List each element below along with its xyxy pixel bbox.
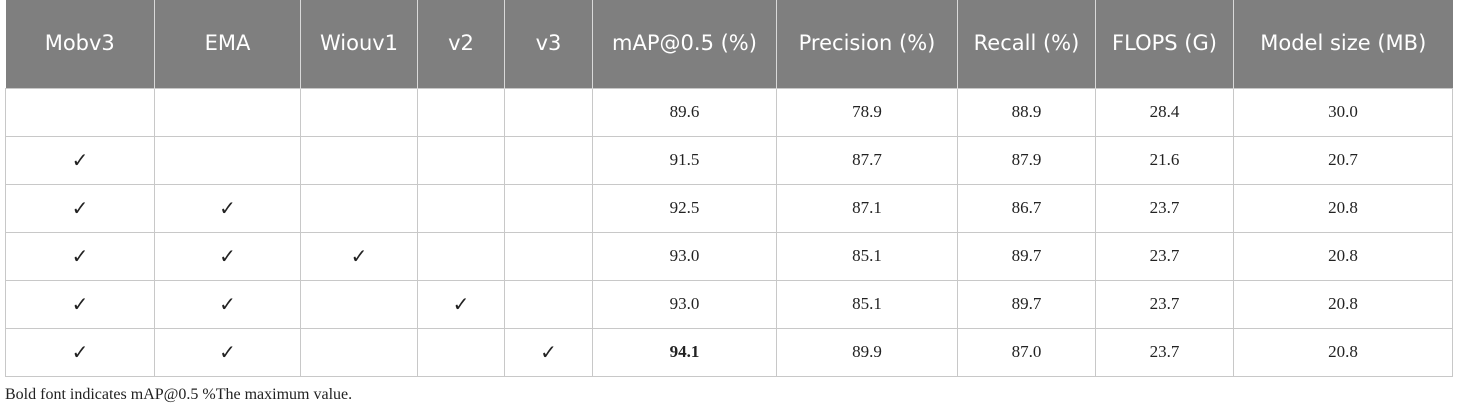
table-cell: ✓ xyxy=(154,327,301,377)
table-cell: 87.7 xyxy=(776,135,958,185)
table-row: ✓ ✓ ✓ 93.0 85.1 89.7 23.7 20.8 xyxy=(5,231,1453,281)
table-cell: 92.5 xyxy=(592,183,777,233)
table-cell: 85.1 xyxy=(776,231,958,281)
table-cell: 87.0 xyxy=(957,327,1096,377)
table-body: 89.6 78.9 88.9 28.4 30.0 ✓ 91.5 87.7 87.9 21.6 20.… xyxy=(5,87,1453,377)
table-cell: 23.7 xyxy=(1095,279,1234,329)
table-cell: 23.7 xyxy=(1095,231,1234,281)
table-cell: 23.7 xyxy=(1095,183,1234,233)
table-cell xyxy=(417,135,505,185)
table-cell: 20.8 xyxy=(1233,327,1453,377)
table-cell xyxy=(504,279,593,329)
table-cell: 86.7 xyxy=(957,183,1096,233)
table-cell xyxy=(300,135,418,185)
table-row: ✓ ✓ 92.5 87.1 86.7 23.7 20.8 xyxy=(5,183,1453,233)
header-cell: Precision (%) xyxy=(776,0,958,88)
table-cell: ✓ xyxy=(417,279,505,329)
table-cell: 88.9 xyxy=(957,87,1096,137)
results-table: Mobv3 EMA Wiouv1 v2 v3 mAP@0.5 (%) Precision (… xyxy=(5,0,1453,377)
table-cell xyxy=(417,231,505,281)
table-cell xyxy=(504,135,593,185)
table-cell xyxy=(300,327,418,377)
table-cell: 93.0 xyxy=(592,231,777,281)
table-cell: ✓ xyxy=(5,279,155,329)
header-cell: v2 xyxy=(417,0,505,88)
table-cell: ✓ xyxy=(5,183,155,233)
table-cell: ✓ xyxy=(154,183,301,233)
table-cell: ✓ xyxy=(5,327,155,377)
table-cell: 21.6 xyxy=(1095,135,1234,185)
table-cell: ✓ xyxy=(154,279,301,329)
table-cell xyxy=(154,87,301,137)
table-cell xyxy=(300,87,418,137)
table-cell xyxy=(504,231,593,281)
table-cell: ✓ xyxy=(5,231,155,281)
table-cell: ✓ xyxy=(504,327,593,377)
table-cell: 30.0 xyxy=(1233,87,1453,137)
header-cell: v3 xyxy=(504,0,593,88)
footnote: Bold font indicates mAP@0.5 %The maximum… xyxy=(5,386,353,403)
header-cell: Model size (MB) xyxy=(1233,0,1453,88)
table-cell: ✓ xyxy=(300,231,418,281)
table-cell: 20.8 xyxy=(1233,183,1453,233)
header-cell: Recall (%) xyxy=(957,0,1096,88)
table-cell xyxy=(504,183,593,233)
table-cell: 78.9 xyxy=(776,87,958,137)
table-wrap: Mobv3 EMA Wiouv1 v2 v3 mAP@0.5 (%) Precision (… xyxy=(5,0,1453,377)
table-row: ✓ ✓ ✓ 94.1 89.9 87.0 23.7 20.8 xyxy=(5,327,1453,377)
table-cell: 87.1 xyxy=(776,183,958,233)
table-cell xyxy=(300,279,418,329)
table-cell: 89.7 xyxy=(957,231,1096,281)
header-cell: EMA xyxy=(154,0,301,88)
header-row: Mobv3 EMA Wiouv1 v2 v3 mAP@0.5 (%) Precision (… xyxy=(5,0,1453,88)
table-cell: 94.1 xyxy=(592,327,777,377)
header-cell: Mobv3 xyxy=(5,0,155,88)
table-cell xyxy=(417,327,505,377)
table-cell xyxy=(417,183,505,233)
header-cell: FLOPS (G) xyxy=(1095,0,1234,88)
table-cell xyxy=(504,87,593,137)
table-cell: 20.8 xyxy=(1233,279,1453,329)
table-row: 89.6 78.9 88.9 28.4 30.0 xyxy=(5,87,1453,137)
table-cell: 89.9 xyxy=(776,327,958,377)
table-cell: 20.8 xyxy=(1233,231,1453,281)
header-cell: mAP@0.5 (%) xyxy=(592,0,777,88)
table-cell: 87.9 xyxy=(957,135,1096,185)
table-cell: 28.4 xyxy=(1095,87,1234,137)
table-cell: 91.5 xyxy=(592,135,777,185)
table-row: ✓ 91.5 87.7 87.9 21.6 20.7 xyxy=(5,135,1453,185)
table-cell xyxy=(300,183,418,233)
table-cell xyxy=(417,87,505,137)
table-cell xyxy=(5,87,155,137)
table-cell: 89.6 xyxy=(592,87,777,137)
table-cell: 93.0 xyxy=(592,279,777,329)
table-cell xyxy=(154,135,301,185)
table-cell: 85.1 xyxy=(776,279,958,329)
table-cell: 89.7 xyxy=(957,279,1096,329)
table-cell: 20.7 xyxy=(1233,135,1453,185)
table-row: ✓ ✓ ✓ 93.0 85.1 89.7 23.7 20.8 xyxy=(5,279,1453,329)
table-cell: ✓ xyxy=(5,135,155,185)
header-cell: Wiouv1 xyxy=(300,0,418,88)
table-cell: ✓ xyxy=(154,231,301,281)
table-cell: 23.7 xyxy=(1095,327,1234,377)
